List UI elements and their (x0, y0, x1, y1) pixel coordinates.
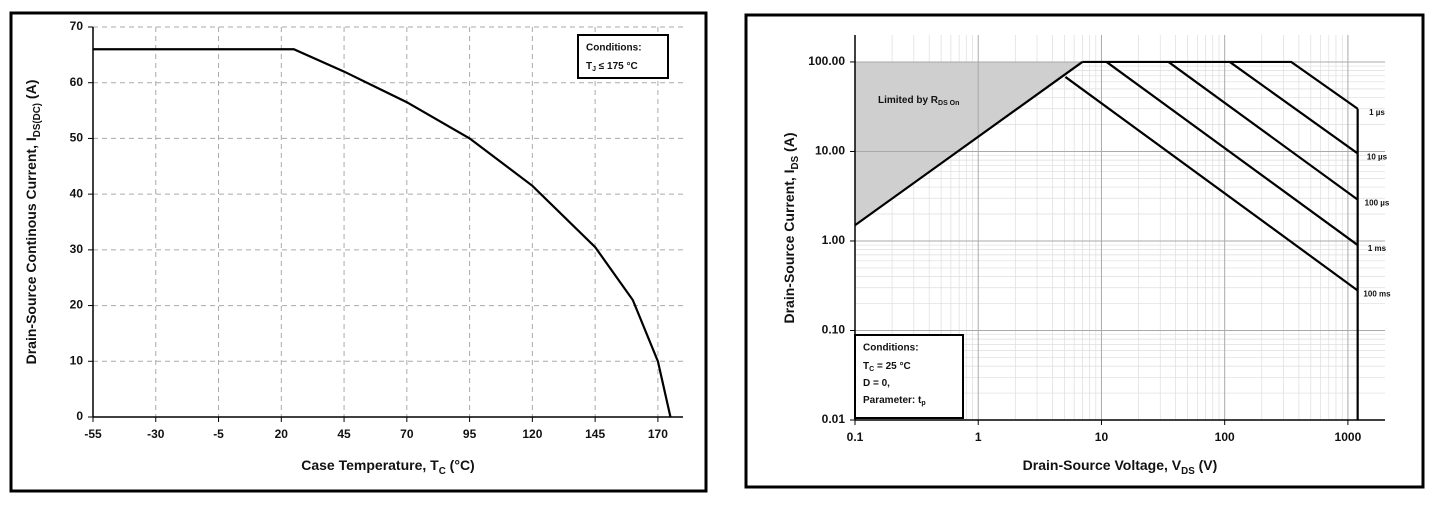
data-line (1105, 61, 1359, 246)
x-axis-label: Case Temperature, TC (°C) (301, 457, 474, 477)
region-label: Limited by RDS On (878, 95, 959, 108)
annotation-title: Conditions: (586, 43, 642, 54)
x-tick-label: -30 (147, 427, 165, 441)
x-tick-label: -55 (84, 427, 102, 441)
annotation-line-part: ≤ 175 °C (596, 61, 638, 72)
data-line (854, 61, 1084, 227)
y-axis-label-sub: DS(DC) (32, 103, 43, 137)
y-tick-label: 0 (76, 409, 83, 423)
series-label: 100 µs (1365, 199, 1390, 208)
chart-frame (9, 11, 708, 493)
y-tick-label: 40 (70, 186, 84, 200)
annotation-line-sub: J (592, 66, 596, 73)
x-tick-label: 145 (585, 427, 605, 441)
annotation-line-part: T (586, 61, 592, 72)
x-tick-label: 170 (648, 427, 668, 441)
y-axis-label-part: Drain-Source Current, I (781, 169, 797, 323)
x-axis-label-part: Drain-Source Voltage, V (1023, 457, 1182, 473)
y-axis-label: Drain-Source Current, IDS (A) (781, 133, 801, 324)
y-tick-label: 20 (70, 298, 84, 312)
x-tick-label: 1 (975, 430, 982, 444)
annotation-line-sub: p (921, 400, 925, 407)
series-label: 10 µs (1367, 153, 1388, 162)
y-tick-label: 0.10 (822, 323, 846, 337)
annotation-line: TJ ≤ 175 °C (586, 61, 638, 74)
x-tick-label: 45 (337, 427, 351, 441)
x-axis-label-part: (°C) (446, 457, 475, 473)
y-axis-label-part: Drain-Source Continous Current, I (23, 137, 39, 364)
y-tick-label: 10 (70, 353, 84, 367)
data-line (1167, 61, 1359, 201)
y-tick-label: 0.01 (822, 412, 846, 426)
y-tick-label: 70 (70, 19, 84, 33)
x-tick-label: -5 (213, 427, 224, 441)
x-axis-label-sub: DS (1181, 466, 1195, 477)
y-tick-label: 100.00 (808, 54, 845, 68)
x-tick-label: 95 (463, 427, 477, 441)
x-tick-label: 20 (275, 427, 289, 441)
x-tick-label: 0.1 (847, 430, 864, 444)
x-axis-label-part: (V) (1195, 457, 1218, 473)
y-tick-label: 60 (70, 75, 84, 89)
y-tick-label: 30 (70, 242, 84, 256)
x-tick-label: 70 (400, 427, 414, 441)
y-axis-label-sub: DS (790, 155, 801, 169)
data-line (1082, 60, 1359, 110)
series-label: 1 µs (1369, 108, 1385, 117)
y-axis-label-part: (A) (781, 133, 797, 156)
annotation-line-part: D = 0, (863, 378, 890, 389)
annotation-line-sub: C (869, 366, 874, 373)
x-tick-label: 1000 (1335, 430, 1362, 444)
data-line (1064, 76, 1359, 292)
data-line (93, 48, 672, 418)
annotation-line-part: = 25 °C (874, 361, 911, 372)
x-axis-label: Drain-Source Voltage, VDS (V) (1023, 457, 1218, 477)
data-line (1229, 61, 1359, 155)
y-axis-label: Drain-Source Continous Current, IDS(DC) … (23, 80, 43, 365)
region-label-sub: DS On (938, 100, 959, 107)
annotation-box (577, 34, 669, 79)
annotation-line: TC = 25 °C (863, 361, 911, 374)
x-axis-label-sub: C (439, 466, 446, 477)
y-tick-label: 50 (70, 131, 84, 145)
annotation-title: Conditions: (863, 343, 919, 354)
annotation-line-part: Parameter: t (863, 395, 922, 406)
annotation-line: D = 0, (863, 378, 890, 389)
y-tick-label: 1.00 (822, 233, 846, 247)
annotation-box (854, 334, 964, 419)
y-axis-label-part: (A) (23, 80, 39, 103)
series-label: 100 ms (1363, 290, 1391, 299)
x-tick-label: 100 (1215, 430, 1235, 444)
y-tick-label: 10.00 (815, 144, 845, 158)
region-label-part: Limited by R (878, 95, 939, 106)
x-tick-label: 10 (1095, 430, 1109, 444)
x-axis-label-part: Case Temperature, T (301, 457, 439, 473)
annotation-line: Parameter: tp (863, 395, 926, 408)
x-tick-label: 120 (522, 427, 542, 441)
annotation-line-part: T (863, 361, 869, 372)
chart-frame (744, 13, 1425, 489)
series-label: 1 ms (1368, 244, 1387, 253)
